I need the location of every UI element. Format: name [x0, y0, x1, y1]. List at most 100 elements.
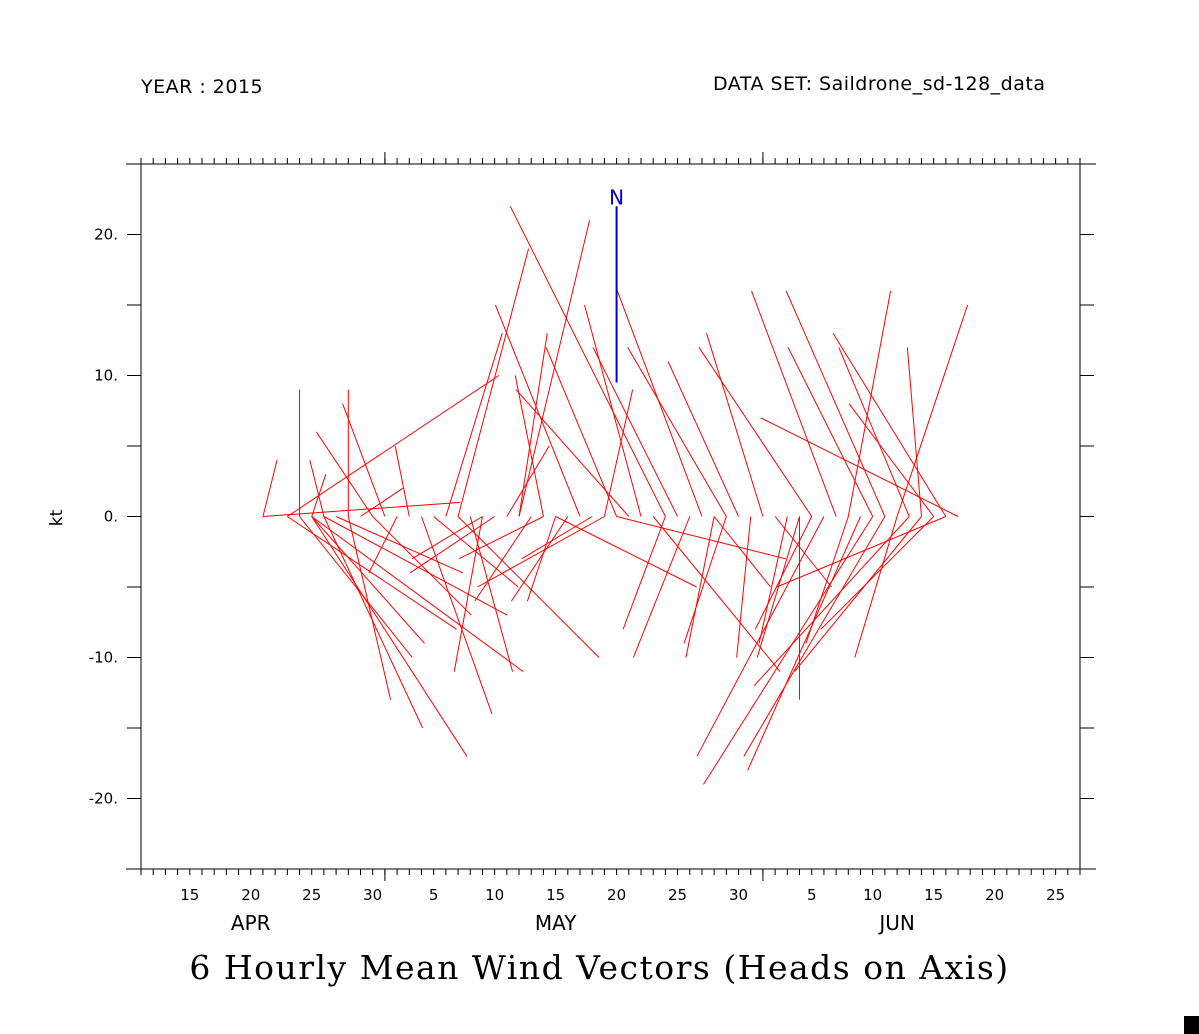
chart-title: 6 Hourly Mean Wind Vectors (Heads on Axi…	[189, 948, 1010, 987]
month-label: APR	[231, 911, 271, 935]
wind-vector	[906, 347, 922, 517]
wind-vector	[854, 516, 898, 658]
x-tick-label: 15	[924, 886, 943, 904]
wind-vector	[445, 333, 503, 517]
wind-vector	[743, 516, 886, 757]
wind-vector	[287, 375, 500, 517]
wind-vector	[526, 516, 557, 602]
x-tick-label: 10	[485, 886, 504, 904]
wind-vector	[832, 332, 947, 517]
wind-vector	[494, 304, 581, 517]
x-tick-label: 25	[1046, 886, 1065, 904]
wind-vector	[360, 487, 404, 517]
x-tick-label: 20	[241, 886, 260, 904]
wind-vector	[698, 347, 813, 517]
wind-vector	[545, 347, 618, 517]
wind-vector	[511, 516, 569, 602]
axes-layer: 15 20 25 30 5 10 15 20 25 30 5 10 15 20 25 APR MAY JUN 20.…	[89, 152, 1094, 935]
wind-vector	[287, 516, 457, 630]
wind-vector	[335, 516, 464, 574]
wind-vector	[751, 290, 837, 517]
wind-vector	[616, 516, 786, 560]
wind-vector	[457, 248, 530, 517]
y-tick-label: 0.	[104, 508, 118, 526]
wind-vector	[368, 516, 398, 574]
year-label: YEAR : 2015	[141, 76, 264, 98]
y-axis-label: kt	[47, 509, 67, 526]
wind-vector	[896, 304, 969, 517]
wind-vector	[758, 516, 788, 644]
x-tick-label: 10	[863, 886, 882, 904]
wind-vector	[683, 516, 727, 644]
wind-vector	[309, 459, 325, 517]
wind-vector	[847, 290, 892, 517]
wind-vector	[754, 516, 813, 630]
x-tick-label: 5	[807, 886, 817, 904]
wind-vector	[760, 417, 959, 517]
wind-vector	[342, 403, 386, 517]
wind-vector	[794, 516, 922, 672]
wind-vector	[311, 516, 425, 644]
wind-vector	[458, 516, 544, 560]
wind-vector	[453, 516, 483, 672]
wind-vector	[652, 516, 781, 672]
wind-vector	[474, 516, 532, 602]
wind-vector	[736, 516, 752, 658]
wind-vector	[776, 516, 947, 588]
x-tick-label: 15	[546, 886, 565, 904]
month-label: MAY	[535, 911, 577, 935]
wind-vector	[616, 290, 703, 517]
wind-vector	[848, 403, 935, 517]
y-tick-label: 20.	[94, 226, 118, 244]
wind-vector	[632, 516, 691, 658]
plot-frame	[126, 163, 1096, 870]
vector-layer	[262, 206, 969, 785]
wind-vector	[685, 516, 715, 658]
wind-vector	[315, 431, 374, 517]
wind-vector	[785, 290, 886, 517]
wind-vector	[411, 516, 483, 560]
wind-vector	[506, 445, 550, 517]
wind-vector	[703, 516, 874, 785]
x-tick-label: 20	[607, 886, 626, 904]
wind-vector	[347, 516, 392, 700]
y-tick-label: -10.	[89, 649, 118, 667]
wind-vector	[311, 516, 468, 757]
wind-vector	[421, 516, 493, 715]
wind-vector	[394, 445, 410, 517]
x-tick-label: 5	[429, 886, 439, 904]
wind-vector	[311, 516, 524, 673]
wind-vector	[603, 389, 634, 517]
wind-vector	[521, 516, 593, 560]
wind-vector	[756, 516, 800, 658]
wind-vector	[514, 375, 544, 517]
wind-vector	[753, 516, 910, 687]
wind-vector	[509, 206, 666, 517]
wind-vector	[820, 516, 935, 630]
wind-vector	[518, 220, 591, 517]
wind-vector	[787, 347, 874, 517]
wind-vector	[713, 516, 771, 588]
y-tick-label: -20.	[89, 790, 118, 808]
wind-vector	[627, 347, 727, 517]
dataset-label: DATA SET: Saildrone_sd-128_data	[713, 73, 1046, 95]
wind-vector	[706, 333, 764, 517]
wind-vector	[622, 516, 666, 630]
wind-vector	[262, 501, 461, 517]
plot-border	[140, 163, 1081, 870]
month-label: JUN	[877, 911, 915, 935]
x-tick-label: 25	[668, 886, 687, 904]
corner-marker	[1184, 1016, 1199, 1034]
wind-vector	[518, 333, 548, 517]
y-tick-label: 10.	[94, 367, 118, 385]
wind-vector	[667, 361, 740, 517]
wind-vector	[372, 516, 472, 616]
wind-vector	[477, 516, 605, 588]
wind-vector	[696, 516, 825, 757]
x-tick-label: 25	[302, 886, 321, 904]
wind-vector	[457, 516, 600, 658]
north-arrow-label: N	[609, 185, 624, 209]
x-tick-label: 15	[180, 886, 199, 904]
wind-vector	[555, 516, 697, 588]
